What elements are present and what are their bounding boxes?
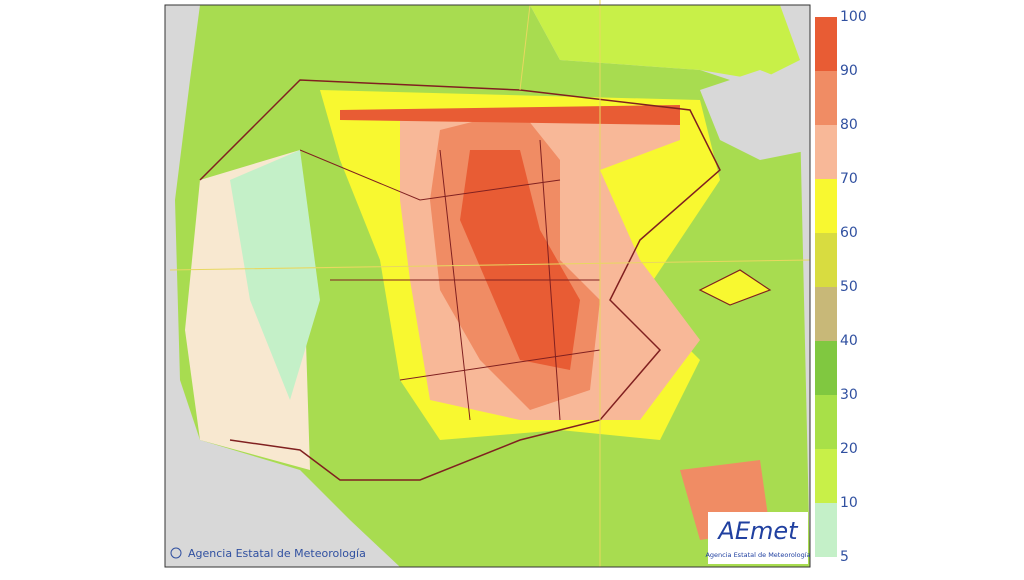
legend-tick-label: 100 [840,9,867,25]
legend-band [815,287,837,341]
legend-band [815,125,837,179]
legend-band [815,71,837,125]
france-area [530,5,800,80]
legend-tick-label: 50 [840,279,858,295]
copyright-text: Agencia Estatal de Meteorología [188,547,366,560]
logo-name: AEmet [716,517,799,545]
graticule [169,0,811,567]
legend-tick-label: 20 [840,441,858,457]
map: Agencia Estatal de Meteorología AEmet Ag… [164,0,811,568]
legend-band [815,17,837,71]
sea [700,70,810,160]
balearic-islands [698,269,772,306]
legend-band [815,179,837,233]
legend-band [815,449,837,503]
legend-band [815,233,837,287]
map-frame [164,4,811,568]
province-borders [299,139,601,421]
legend-band [815,395,837,449]
legend-tick-label: 70 [840,171,858,187]
country-border [199,79,721,481]
legend-tick-label: 5 [840,549,849,565]
logo-box [708,512,808,564]
legend-tick-label: 30 [840,387,858,403]
legend-tick-label: 90 [840,63,858,79]
legend-band [815,341,837,395]
legend-tick-label: 80 [840,117,858,133]
portugal-green [230,150,320,400]
legend-tick-label: 40 [840,333,858,349]
legend-tick-label: 60 [840,225,858,241]
legend-tick-label: 10 [840,495,858,511]
legend-band [815,503,837,557]
copyright-symbol [170,547,182,559]
logo-subtitle: Agencia Estatal de Meteorología [705,551,810,559]
pyrenees-red [340,105,680,125]
spain-red [460,150,580,370]
color-legend: 5 10 20 30 40 50 60 70 80 90 100 [815,9,867,565]
